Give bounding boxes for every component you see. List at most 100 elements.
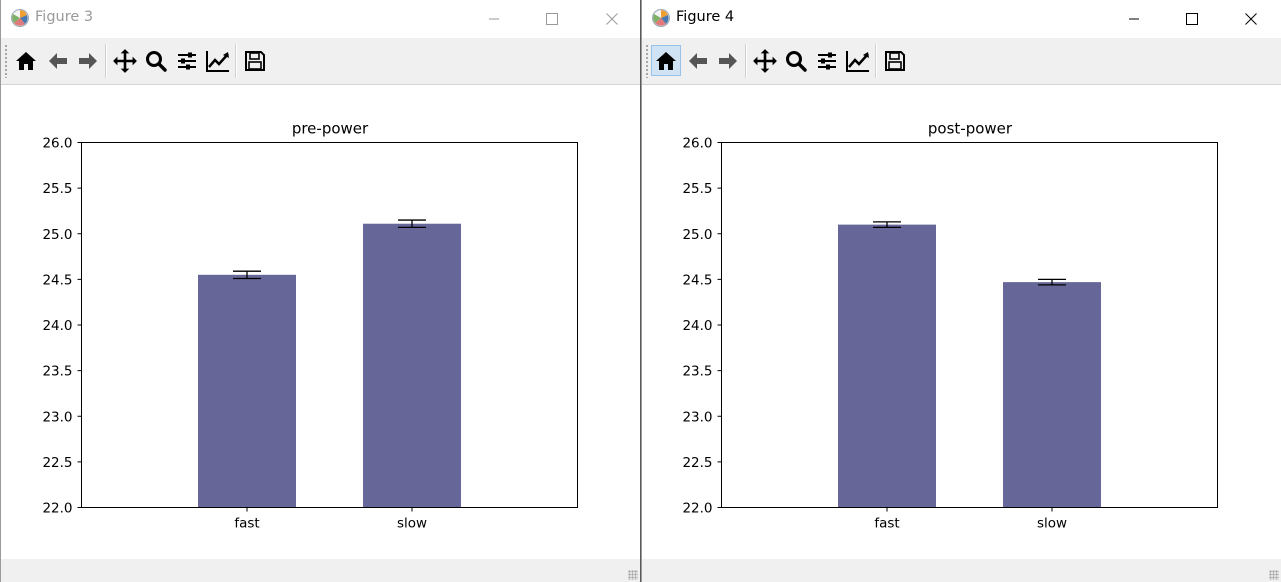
close-icon — [606, 12, 618, 25]
status-bar — [642, 559, 1281, 582]
toolbar-separator — [875, 44, 877, 78]
navigation-toolbar — [642, 38, 1281, 85]
forward-arrow-icon — [79, 52, 97, 69]
y-tick-label: 25.5 — [682, 181, 712, 197]
subplots-sliders-icon — [178, 52, 196, 69]
error-bar-fast — [873, 221, 901, 229]
home-icon — [16, 51, 36, 70]
window-divider — [640, 0, 641, 582]
toolbar-separator — [105, 44, 107, 78]
pan-button[interactable] — [750, 45, 780, 76]
zoom-button[interactable] — [141, 45, 171, 76]
back-button[interactable] — [43, 45, 73, 76]
home-icon — [656, 51, 676, 70]
y-tick-label: 24.0 — [682, 318, 712, 334]
pan-move-icon — [113, 48, 137, 73]
y-tick-label: 23.0 — [42, 409, 72, 425]
toolbar-separator — [235, 44, 237, 78]
window-title: Figure 4 — [676, 9, 735, 25]
y-tick-label: 25.0 — [42, 227, 72, 243]
forward-button[interactable] — [713, 45, 743, 76]
toolbar-grip[interactable] — [646, 44, 648, 78]
error-bar-slow — [1038, 278, 1066, 286]
save-floppy-icon — [885, 50, 905, 71]
y-tick-label: 24.5 — [42, 272, 72, 288]
y-tick-label: 26.0 — [42, 136, 72, 152]
bar-slow — [1003, 282, 1101, 508]
maximize-icon — [1186, 12, 1198, 25]
maximize-button[interactable] — [523, 0, 581, 37]
resize-grip[interactable] — [628, 570, 638, 580]
minimize-button[interactable] — [1105, 0, 1163, 37]
minimize-button[interactable] — [465, 0, 523, 37]
minimize-icon — [1129, 18, 1139, 19]
home-button[interactable] — [11, 45, 41, 76]
toolbar-grip[interactable] — [5, 44, 7, 78]
toolbar-separator — [745, 44, 747, 78]
y-tick-label: 23.5 — [42, 364, 72, 380]
save-floppy-icon — [245, 50, 265, 71]
y-tick-label: 25.0 — [682, 227, 712, 243]
x-tick-label-fast: fast — [234, 516, 259, 532]
error-bar-fast — [233, 270, 261, 280]
matplotlib-logo-icon — [652, 9, 670, 27]
title-bar[interactable]: Figure 4 — [642, 0, 1281, 37]
bar-chart: post-power 22.0 22.5 23.0 23.5 24.0 24.5 25.0 2… — [682, 120, 1218, 532]
x-tick-label-slow: slow — [397, 516, 427, 532]
maximize-button[interactable] — [1163, 0, 1221, 37]
home-button[interactable] — [651, 45, 681, 76]
subplots-sliders-icon — [818, 52, 836, 69]
subplots-button[interactable] — [172, 45, 202, 76]
y-tick-label: 24.5 — [682, 272, 712, 288]
zoom-magnifier-icon — [786, 50, 807, 72]
forward-arrow-icon — [719, 52, 737, 69]
bar-chart: pre-power 22.0 22.5 23.0 23.5 24.0 24.5 25.0 25… — [42, 120, 578, 532]
maximize-icon — [546, 12, 558, 25]
y-tick-label: 24.0 — [42, 318, 72, 334]
chart-title: post-power — [928, 120, 1013, 138]
resize-grip[interactable] — [1269, 570, 1279, 580]
figure-window-4: Figure 4 — [641, 0, 1281, 582]
matplotlib-logo-icon — [11, 9, 29, 27]
pan-move-icon — [753, 48, 777, 73]
save-button[interactable] — [880, 45, 910, 76]
y-tick-label: 22.0 — [682, 501, 712, 517]
axes-frame — [721, 142, 1218, 508]
y-tick-label: 23.5 — [682, 364, 712, 380]
bar-fast — [838, 224, 936, 508]
error-bar-slow — [398, 219, 426, 229]
figure-window-3: Figure 3 — [0, 0, 640, 582]
save-button[interactable] — [240, 45, 270, 76]
y-tick-label: 22.5 — [42, 455, 72, 471]
y-tick-label: 25.5 — [42, 181, 72, 197]
axes-frame — [81, 142, 578, 508]
status-bar — [1, 559, 640, 582]
zoom-button[interactable] — [781, 45, 811, 76]
x-tick-label-slow: slow — [1037, 516, 1067, 532]
y-tick-label: 22.5 — [682, 455, 712, 471]
back-arrow-icon — [689, 52, 707, 69]
edit-axes-button[interactable] — [203, 45, 233, 76]
figure-canvas[interactable]: pre-power 22.0 22.5 23.0 23.5 24.0 24.5 25.0 25… — [1, 85, 640, 559]
close-button[interactable] — [583, 0, 640, 37]
close-icon — [1245, 12, 1257, 25]
pan-button[interactable] — [110, 45, 140, 76]
figure-canvas[interactable]: post-power 22.0 22.5 23.0 23.5 24.0 24.5 25.0 2… — [642, 85, 1281, 559]
title-bar[interactable]: Figure 3 — [1, 0, 640, 37]
bar-fast — [198, 274, 296, 508]
zoom-magnifier-icon — [146, 50, 167, 72]
minimize-icon — [489, 18, 499, 19]
forward-button[interactable] — [73, 45, 103, 76]
edit-axes-line-icon — [846, 50, 869, 72]
edit-axes-line-icon — [206, 50, 229, 72]
subplots-button[interactable] — [812, 45, 842, 76]
chart-title: pre-power — [292, 120, 369, 138]
y-tick-label: 26.0 — [682, 136, 712, 152]
navigation-toolbar — [1, 38, 640, 85]
window-title: Figure 3 — [35, 9, 94, 25]
back-arrow-icon — [49, 52, 67, 69]
edit-axes-button[interactable] — [843, 45, 873, 76]
y-tick-label: 23.0 — [682, 409, 712, 425]
close-button[interactable] — [1222, 0, 1280, 37]
back-button[interactable] — [683, 45, 713, 76]
